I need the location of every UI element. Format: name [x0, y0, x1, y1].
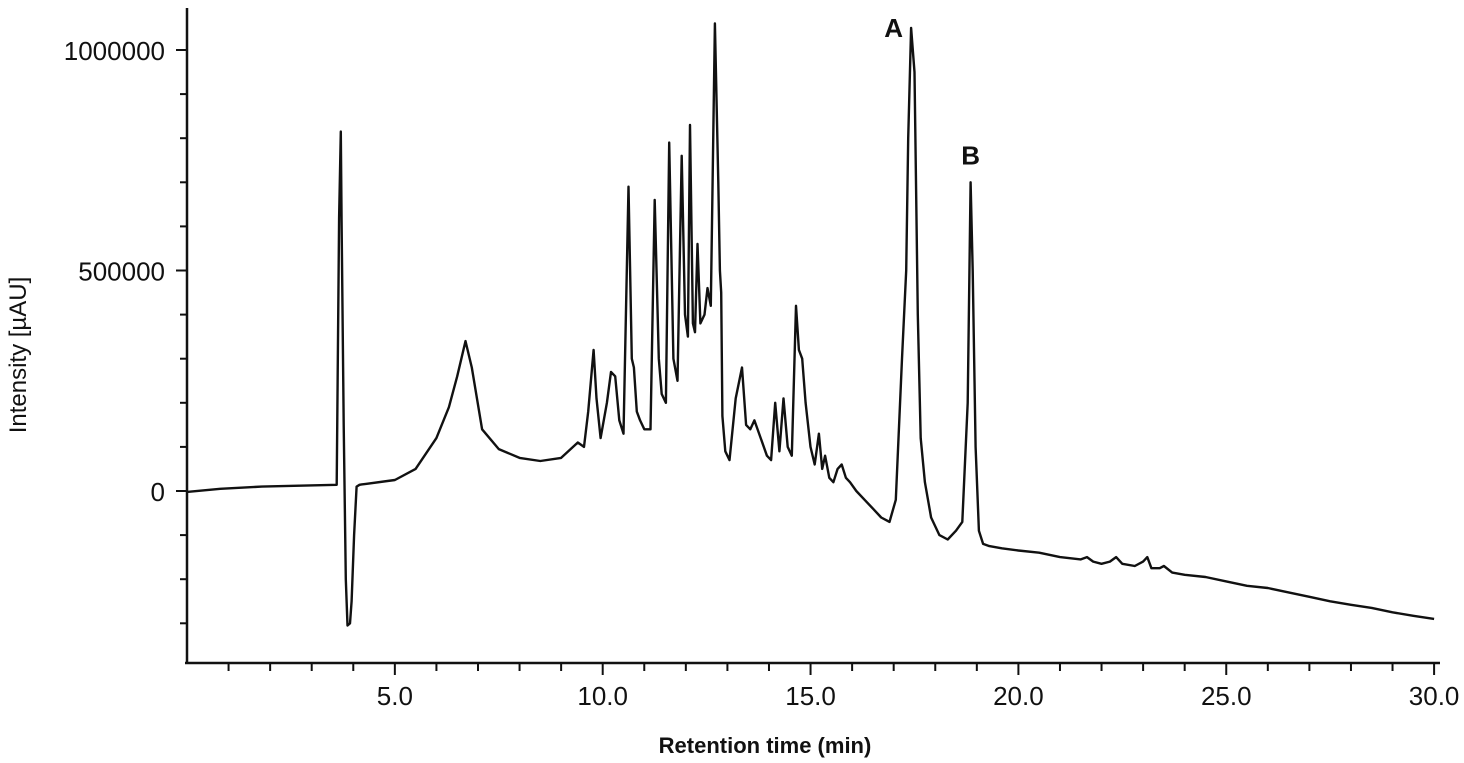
- y-tick-label: 0: [151, 477, 165, 507]
- y-tick-label: 500000: [78, 257, 165, 287]
- y-axis-title: Intensity [µAU]: [5, 277, 32, 434]
- chromatogram-trace: [186, 22, 1435, 627]
- plot-area: [186, 22, 1435, 627]
- x-axis-title: Retention time (min): [659, 733, 872, 758]
- peak-label-b: B: [961, 141, 980, 171]
- x-tick-label: 5.0: [377, 681, 413, 711]
- x-tick-label: 30.0: [1409, 681, 1460, 711]
- x-tick-label: 20.0: [993, 681, 1044, 711]
- x-tick-label: 25.0: [1201, 681, 1252, 711]
- y-tick-label: 1000000: [64, 36, 165, 66]
- x-tick-label: 10.0: [577, 681, 628, 711]
- x-tick-label: 15.0: [785, 681, 836, 711]
- peak-annotations: AB: [884, 13, 980, 171]
- axes: [185, 8, 1440, 665]
- x-ticks: 5.0 10.0 15.0 20.0 25.0 30.0: [227, 663, 1460, 711]
- y-ticks: 0 500000 1000000: [64, 36, 187, 625]
- peak-label-a: A: [884, 13, 903, 43]
